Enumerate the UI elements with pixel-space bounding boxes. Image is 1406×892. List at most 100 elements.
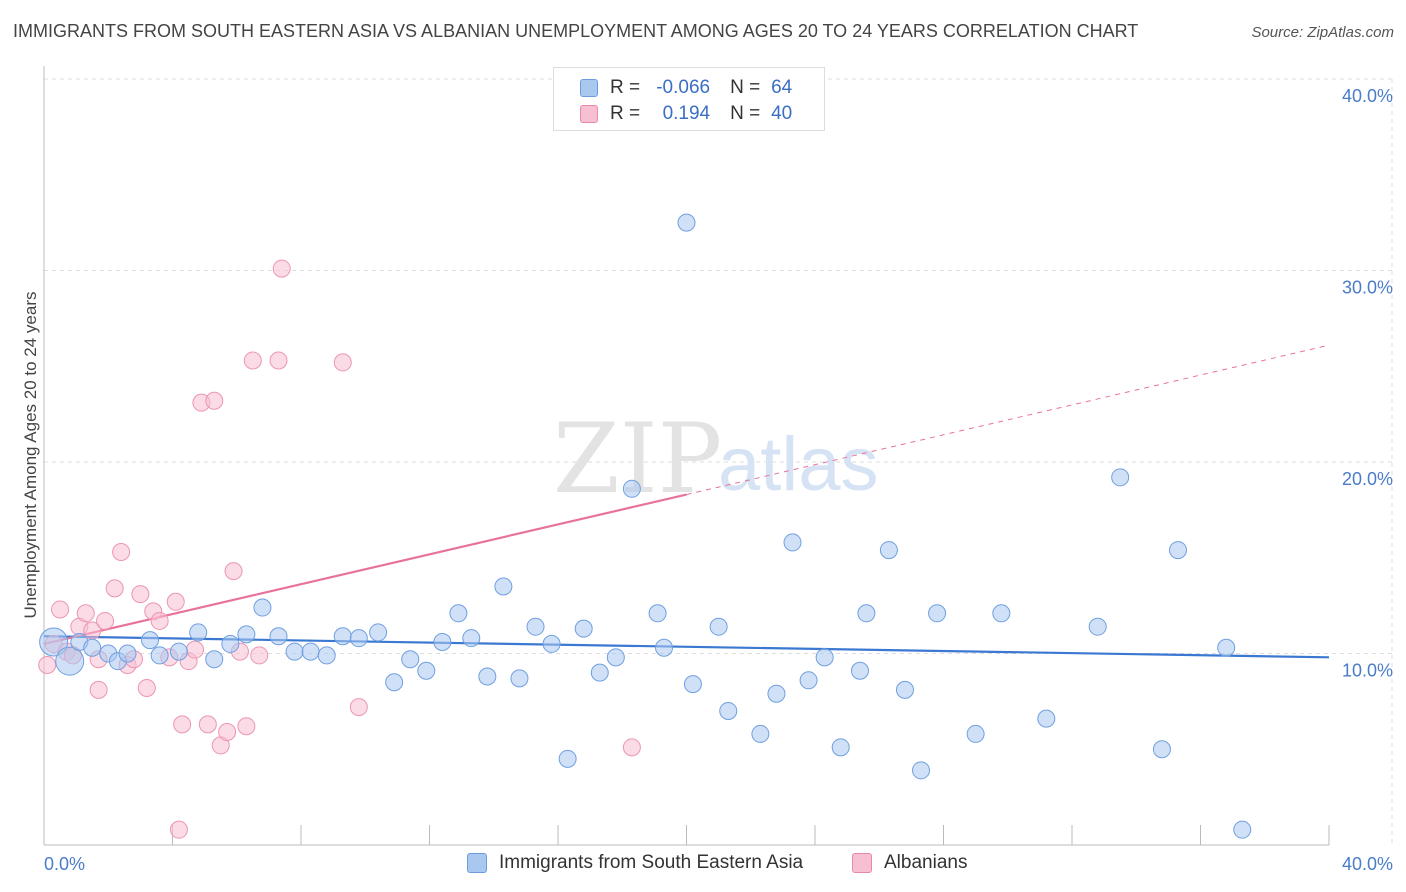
albanians-point <box>622 738 641 757</box>
bottom-legend-swatch-blue <box>467 853 487 873</box>
legend-r-label: R = <box>610 77 641 98</box>
watermark-atlas: atlas <box>718 422 879 507</box>
y-axis-title: Unemployment Among Ages 20 to 24 years <box>21 292 40 619</box>
albanians-point <box>218 723 237 742</box>
sea-immigrants-point <box>39 627 69 657</box>
albanians-points <box>38 259 641 839</box>
sea-immigrants-point <box>719 701 738 720</box>
albanians-point <box>269 351 288 370</box>
sea-immigrants-point <box>349 629 368 648</box>
sea-immigrants-point <box>1088 617 1107 636</box>
sea-immigrants-point <box>879 541 898 560</box>
sea-immigrants-point <box>677 213 696 232</box>
chart-title: IMMIGRANTS FROM SOUTH EASTERN ASIA VS AL… <box>13 21 1139 41</box>
x-tick-label: 40.0% <box>1342 854 1393 874</box>
tick-labels: 10.0% 20.0% 30.0% 40.0% 0.0% 40.0% <box>44 86 1393 874</box>
albanians-trend-line <box>43 493 687 645</box>
legend-n-value: 40 <box>771 103 793 124</box>
albanians-point <box>112 543 131 562</box>
sea-immigrants-point <box>385 673 404 692</box>
albanians-point <box>237 717 256 736</box>
sea-immigrants-point <box>709 617 728 636</box>
correlation-legend: R = -0.066 N = 64 R = 0.194 N = 40 <box>553 67 825 131</box>
albanians-point <box>169 820 188 839</box>
albanians-point <box>349 698 368 717</box>
sea-immigrants-point <box>55 646 85 676</box>
sea-immigrants-point <box>815 648 834 667</box>
watermark-zip: ZIP <box>553 403 722 515</box>
grid <box>44 78 1393 845</box>
sea-immigrants-point <box>478 667 497 686</box>
chart-source: Source: ZipAtlas.com <box>1251 24 1394 41</box>
albanians-point <box>38 655 57 674</box>
x-tick-label: 0.0% <box>44 854 85 874</box>
albanians-point <box>96 611 115 630</box>
bottom-legend-swatch-pink <box>852 853 872 873</box>
sea-immigrants-points <box>39 213 1252 839</box>
sea-immigrants-point <box>622 479 641 498</box>
y-tick-label: 10.0% <box>1342 661 1393 681</box>
sea-immigrants-point <box>1111 468 1130 487</box>
legend-swatch-pink <box>580 105 598 123</box>
sea-immigrants-point <box>118 644 137 663</box>
sea-immigrants-point <box>912 761 931 780</box>
sea-immigrants-point <box>655 638 674 657</box>
legend-row-sea: R = -0.066 N = 64 <box>580 76 792 100</box>
y-tick-label: 20.0% <box>1342 469 1393 489</box>
sea-immigrants-point <box>590 663 609 682</box>
albanians-point <box>250 646 269 665</box>
legend-r-label: R = <box>610 103 641 124</box>
sea-immigrants-point <box>417 661 436 680</box>
legend-r-value: 0.194 <box>662 103 711 124</box>
sea-immigrants-point <box>992 604 1011 623</box>
sea-immigrants-point <box>169 642 188 661</box>
sea-immigrants-point <box>433 633 452 652</box>
sea-immigrants-point <box>1217 638 1236 657</box>
axes <box>43 66 1330 846</box>
sea-immigrants-point <box>850 661 869 680</box>
sea-immigrants-point <box>285 642 304 661</box>
sea-immigrants-point <box>606 648 625 667</box>
bottom-legend-label-sea: Immigrants from South Eastern Asia <box>499 852 804 873</box>
albanians-point <box>272 259 291 278</box>
sea-immigrants-point <box>857 604 876 623</box>
albanians-point <box>185 640 204 659</box>
sea-immigrants-point <box>1169 541 1188 560</box>
sea-immigrants-point <box>449 604 468 623</box>
sea-immigrants-point <box>494 577 513 596</box>
sea-immigrants-point <box>369 623 388 642</box>
bottom-legend-sea: Immigrants from South Eastern Asia <box>467 852 803 874</box>
sea-immigrants-point <box>831 738 850 757</box>
sea-immigrants-point <box>895 680 914 699</box>
sea-immigrants-point <box>83 638 102 657</box>
sea-trend-line <box>43 635 1330 659</box>
sea-immigrants-point <box>1233 820 1252 839</box>
albanians-point <box>173 715 192 734</box>
y-tick-label: 30.0% <box>1342 278 1393 298</box>
sea-immigrants-point <box>189 623 208 642</box>
sea-immigrants-point <box>1152 740 1171 759</box>
sea-immigrants-point <box>526 617 545 636</box>
albanians-point <box>51 600 70 619</box>
albanians-point <box>224 562 243 581</box>
sea-immigrants-point <box>767 684 786 703</box>
legend-n-label: N = <box>730 103 761 124</box>
sea-immigrants-point <box>269 627 288 646</box>
albanians-point <box>105 579 124 598</box>
sea-immigrants-point <box>783 533 802 552</box>
legend-row-albanians: R = 0.194 N = 40 <box>580 102 792 126</box>
sea-immigrants-point <box>558 749 577 768</box>
bottom-legend-label-albanians: Albanians <box>884 852 968 873</box>
sea-immigrants-point <box>205 650 224 669</box>
albanians-point <box>333 353 352 372</box>
sea-immigrants-point <box>141 631 160 650</box>
legend-n-label: N = <box>730 77 761 98</box>
sea-immigrants-point <box>928 604 947 623</box>
sea-immigrants-point <box>317 646 336 665</box>
legend-swatch-blue <box>580 79 598 97</box>
legend-r-value: -0.066 <box>656 77 711 98</box>
albanians-point <box>150 611 169 630</box>
albanians-point <box>198 715 217 734</box>
sea-immigrants-point <box>462 629 481 648</box>
